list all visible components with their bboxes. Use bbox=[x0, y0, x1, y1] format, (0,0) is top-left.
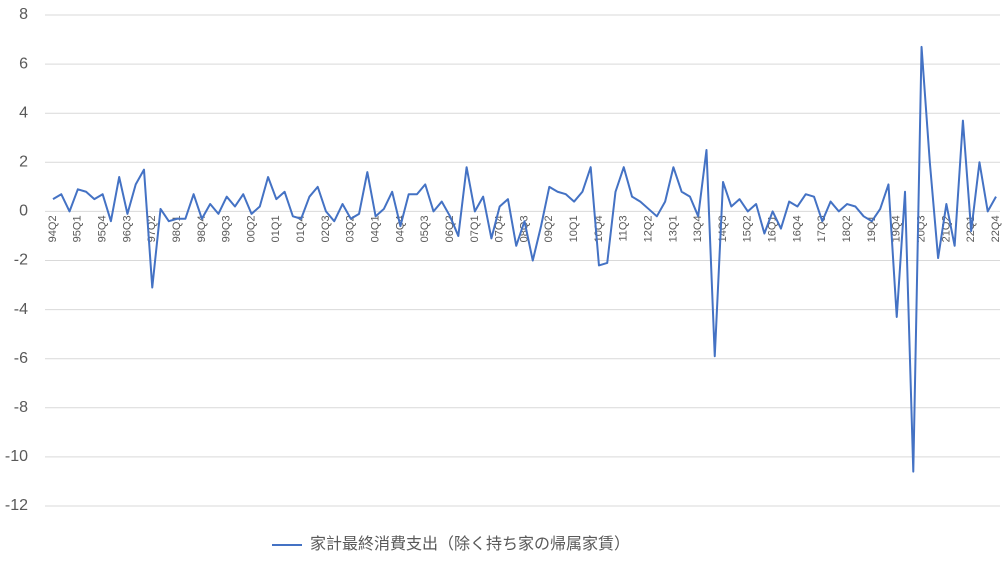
x-tick-label: 18Q2 bbox=[841, 215, 853, 242]
y-tick-label: -2 bbox=[14, 252, 28, 269]
y-tick-label: -12 bbox=[5, 497, 28, 514]
x-tick-label: 19Q1 bbox=[866, 215, 878, 242]
x-tick-label: 13Q1 bbox=[667, 215, 679, 242]
x-tick-label: 98Q4 bbox=[196, 215, 208, 242]
x-tick-label: 14Q3 bbox=[717, 215, 729, 242]
x-tick-label: 11Q3 bbox=[618, 215, 630, 241]
x-tick-label: 15Q2 bbox=[742, 215, 754, 242]
x-tick-label: 16Q4 bbox=[791, 215, 803, 242]
x-tick-label: 07Q1 bbox=[469, 215, 481, 242]
x-tick-label: 00Q2 bbox=[245, 215, 257, 242]
x-tick-label: 96Q3 bbox=[121, 215, 133, 242]
y-tick-label: 2 bbox=[19, 154, 28, 171]
x-tick-label: 17Q3 bbox=[816, 215, 828, 242]
x-tick-label: 12Q2 bbox=[642, 215, 654, 242]
x-tick-label: 02Q3 bbox=[320, 215, 332, 242]
line bbox=[52, 45, 997, 473]
x-tick-label: 95Q4 bbox=[97, 215, 109, 242]
legend-label: 家計最終消費支出（除く持ち家の帰属家賃） bbox=[310, 535, 630, 553]
x-tick-label: 10Q1 bbox=[568, 215, 580, 242]
x-tick-label: 19Q4 bbox=[891, 215, 903, 242]
x-tick-label: 09Q2 bbox=[543, 215, 555, 242]
x-tick-label: 04Q4 bbox=[394, 215, 406, 242]
y-tick-label: 6 bbox=[19, 55, 28, 72]
x-tick-label: 22Q4 bbox=[990, 215, 1002, 242]
x-tick-label: 04Q1 bbox=[370, 215, 382, 242]
y-tick-label: 0 bbox=[19, 203, 28, 220]
y-tick-label: 8 bbox=[19, 6, 28, 23]
x-tick-label: 05Q3 bbox=[419, 215, 431, 242]
y-tick-label: -10 bbox=[5, 448, 28, 465]
x-tick-label: 01Q1 bbox=[270, 215, 282, 242]
y-tick-label: 4 bbox=[19, 104, 28, 121]
x-tick-label: 13Q4 bbox=[692, 215, 704, 242]
x-tick-label: 98Q1 bbox=[171, 215, 183, 242]
y-tick-label: -8 bbox=[14, 399, 28, 416]
x-tick-label: 06Q2 bbox=[444, 215, 456, 242]
y-tick-label: -6 bbox=[14, 350, 28, 367]
x-tick-label: 99Q3 bbox=[221, 215, 233, 242]
x-tick-label: 95Q1 bbox=[72, 215, 84, 242]
x-tick-label: 01Q4 bbox=[295, 215, 307, 242]
x-tick-label: 94Q2 bbox=[47, 215, 59, 242]
y-tick-label: -4 bbox=[14, 301, 28, 318]
x-tick-label: 03Q2 bbox=[345, 215, 357, 242]
